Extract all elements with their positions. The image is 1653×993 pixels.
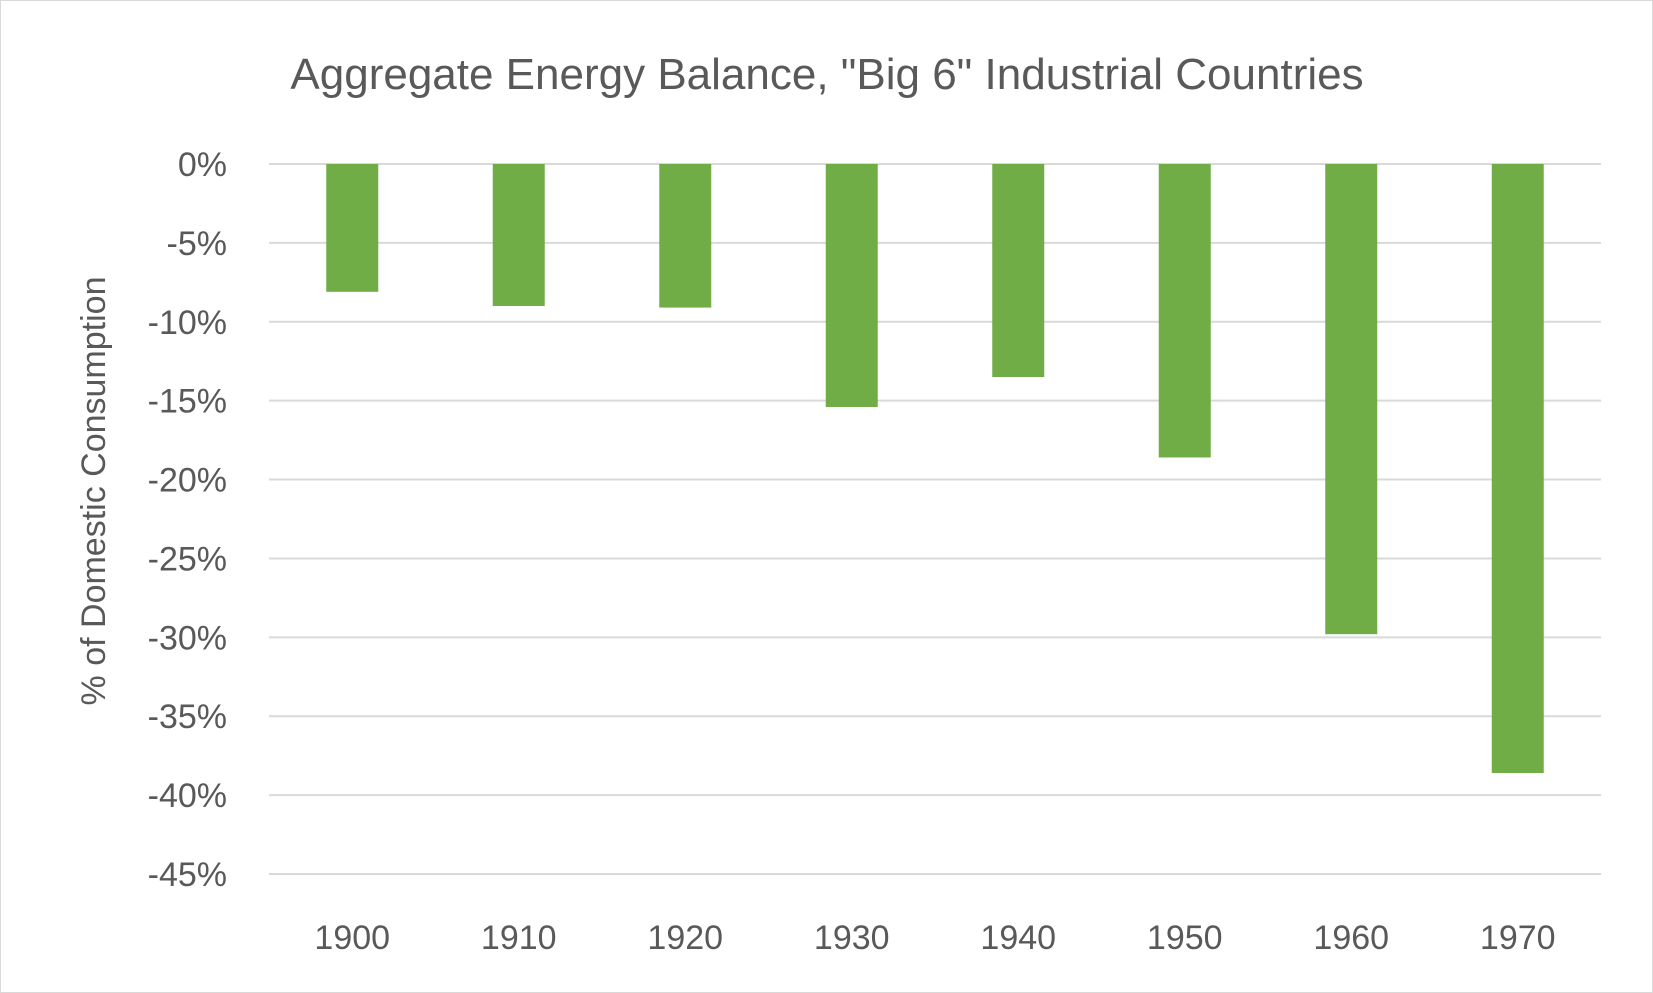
gridlines xyxy=(269,163,1601,875)
y-tick-label: -30% xyxy=(148,619,227,657)
y-tick-label: -5% xyxy=(167,225,227,263)
x-tick-label: 1960 xyxy=(1313,919,1389,957)
bars xyxy=(326,164,1544,774)
y-tick-label: -20% xyxy=(148,462,227,500)
x-tick-label: 1900 xyxy=(314,919,390,957)
y-tick-label: -25% xyxy=(148,540,227,578)
y-tick-label: -45% xyxy=(148,856,227,894)
y-tick-label: -40% xyxy=(148,777,227,815)
x-tick-label: 1950 xyxy=(1147,919,1223,957)
x-tick-label: 1910 xyxy=(481,919,557,957)
x-tick-label: 1940 xyxy=(980,919,1056,957)
x-tick-label: 1970 xyxy=(1480,919,1556,957)
y-tick-label: -15% xyxy=(148,383,227,421)
bar-1960 xyxy=(1325,164,1378,635)
x-axis-tick-labels: 1900 1910 1920 1930 1940 1950 1960 1970 xyxy=(314,919,1555,957)
bar-1900 xyxy=(326,164,379,292)
y-axis-label: % of Domestic Consumption xyxy=(75,277,113,706)
bar-1930 xyxy=(825,164,878,407)
y-axis-tick-labels: 0% -5% -10% -15% -20% -25% -30% -35% -40% -45% xyxy=(148,146,227,894)
y-tick-label: 0% xyxy=(178,146,227,184)
y-tick-label: -35% xyxy=(148,698,227,736)
bar-1970 xyxy=(1491,164,1544,774)
bar-1920 xyxy=(659,164,712,308)
bar-1940 xyxy=(992,164,1045,377)
chart-title: Aggregate Energy Balance, "Big 6" Indust… xyxy=(290,50,1363,99)
bar-1950 xyxy=(1158,164,1211,458)
y-tick-label: -10% xyxy=(148,304,227,342)
x-tick-label: 1920 xyxy=(647,919,723,957)
bar-1910 xyxy=(492,164,545,306)
x-tick-label: 1930 xyxy=(814,919,890,957)
